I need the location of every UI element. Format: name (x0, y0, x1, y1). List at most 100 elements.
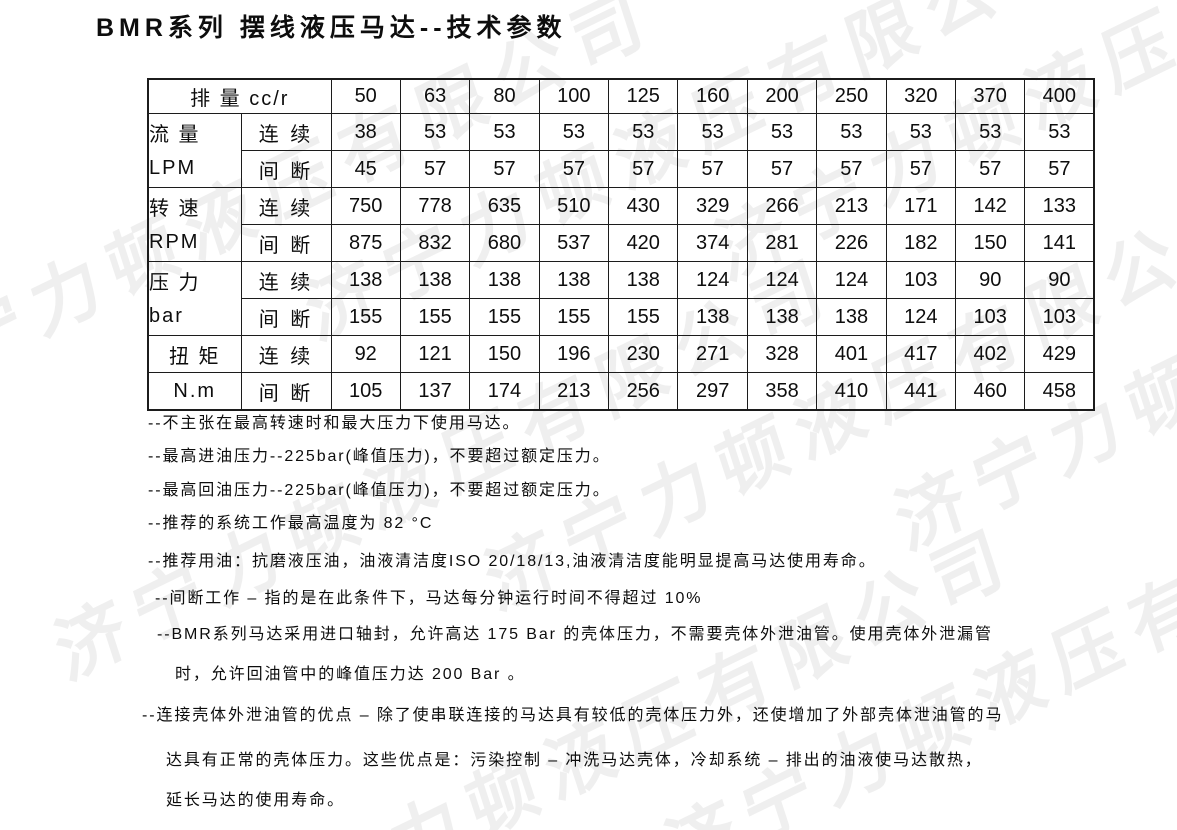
data-cell: 155 (399, 298, 471, 336)
data-cell: 138 (608, 261, 679, 299)
data-cell: 213 (816, 187, 887, 225)
data-cell: 196 (538, 335, 610, 373)
data-cell: 374 (677, 224, 748, 262)
data-cell: 53 (955, 113, 1026, 151)
data-cell: 875 (330, 224, 401, 262)
note-line: 达具有正常的壳体压力。这些优点是：污染控制 – 冲洗马达壳体，冷却系统 – 排出… (166, 752, 983, 769)
data-cell: 155 (538, 298, 610, 336)
data-cell: 103 (885, 261, 957, 299)
data-cell: 271 (677, 335, 748, 373)
header-displacement-value: 200 (746, 78, 818, 114)
data-cell: 38 (330, 113, 401, 151)
data-cell: 458 (1024, 372, 1095, 411)
data-cell: 171 (885, 187, 957, 225)
header-displacement-value: 80 (469, 78, 540, 114)
data-cell: 138 (677, 298, 748, 336)
table-row: 转 速 RPM 连 续 750 778 635 510 430 329 266 213 171 142 1… (147, 187, 1095, 262)
data-cell: 635 (469, 187, 540, 225)
row-group-name: 扭 矩 (147, 335, 242, 373)
data-cell: 138 (538, 261, 610, 299)
data-cell: 57 (1024, 150, 1095, 188)
note-line: 延长马达的使用寿命。 (166, 792, 346, 809)
data-cell: 266 (746, 187, 818, 225)
page-title: BMR系列 摆线液压马达--技术参数 (96, 14, 567, 42)
row-mode-continuous: 连 续 (240, 261, 332, 299)
data-cell: 138 (746, 298, 818, 336)
data-cell: 256 (608, 372, 679, 411)
note-line: 时，允许回油管中的峰值压力达 200 Bar 。 (175, 666, 526, 683)
data-cell: 124 (816, 261, 887, 299)
table-row: 压 力 bar 连 续 138 138 138 138 138 124 124 124 103 90 90 (147, 261, 1095, 336)
data-cell: 57 (608, 150, 679, 188)
data-cell: 133 (1024, 187, 1095, 225)
data-cell: 53 (538, 113, 610, 151)
data-cell: 45 (330, 150, 401, 188)
row-mode-intermittent: 间 断 (240, 150, 332, 188)
data-cell: 57 (816, 150, 887, 188)
data-cell: 124 (746, 261, 818, 299)
row-group-unit: N.m (147, 372, 242, 411)
header-displacement-value: 370 (955, 78, 1026, 114)
data-cell: 105 (330, 372, 401, 411)
table-row: 流 量 LPM 连 续 38 53 53 53 53 53 53 53 53 53 53 (147, 113, 1095, 188)
data-cell: 121 (399, 335, 471, 373)
data-cell: 90 (1024, 261, 1095, 299)
header-displacement-value: 320 (885, 78, 957, 114)
data-cell: 138 (469, 261, 540, 299)
row-mode-intermittent: 间 断 (240, 298, 332, 336)
data-cell: 441 (885, 372, 957, 411)
row-mode-intermittent: 间 断 (240, 224, 332, 262)
data-cell: 832 (399, 224, 471, 262)
data-cell: 510 (538, 187, 610, 225)
data-cell: 142 (955, 187, 1026, 225)
data-cell: 57 (469, 150, 540, 188)
data-cell: 137 (399, 372, 471, 411)
data-cell: 297 (677, 372, 748, 411)
table-row: N.m 间 断 105 137 174 213 256 297 358 410 441 460 458 (147, 372, 1095, 411)
header-displacement-value: 400 (1024, 78, 1095, 114)
row-group-label: 流 量 LPM (147, 113, 242, 188)
note-line: --最高回油压力--225bar(峰值压力)，不要超过额定压力。 (148, 482, 611, 499)
table-row: 间 断 45 57 57 57 57 57 57 57 57 57 57 (148, 150, 1095, 188)
data-cell: 57 (955, 150, 1026, 188)
data-cell: 460 (955, 372, 1026, 411)
data-cell: 53 (469, 113, 540, 151)
data-cell: 90 (955, 261, 1026, 299)
data-cell: 57 (399, 150, 471, 188)
data-cell: 124 (677, 261, 748, 299)
data-cell: 124 (885, 298, 957, 336)
data-cell: 150 (955, 224, 1026, 262)
row-mode-intermittent: 间 断 (240, 372, 332, 411)
data-cell: 53 (608, 113, 679, 151)
data-cell: 53 (677, 113, 748, 151)
data-cell: 138 (330, 261, 401, 299)
data-cell: 680 (469, 224, 540, 262)
data-cell: 429 (1024, 335, 1095, 373)
notes-section: --不主张在最高转速时和最大压力下使用马达。 --最高进油压力--225bar(… (140, 414, 1003, 811)
data-cell: 778 (399, 187, 471, 225)
header-displacement-value: 50 (330, 78, 401, 114)
data-cell: 141 (1024, 224, 1095, 262)
table-row: 间 断 155 155 155 155 155 138 138 138 124 103 103 (148, 298, 1095, 336)
data-cell: 53 (816, 113, 887, 151)
note-line: --不主张在最高转速时和最大压力下使用马达。 (148, 415, 521, 432)
data-cell: 138 (816, 298, 887, 336)
data-cell: 537 (538, 224, 610, 262)
header-displacement-label: 排 量 cc/r (147, 78, 332, 114)
data-cell: 328 (746, 335, 818, 373)
data-cell: 53 (885, 113, 957, 151)
data-cell: 750 (330, 187, 401, 225)
table-header-row: 排 量 cc/r 50 63 80 100 125 160 200 250 320 370 400 (147, 78, 1095, 114)
note-line: --推荐的系统工作最高温度为 82 °C (148, 515, 434, 532)
data-cell: 103 (955, 298, 1026, 336)
data-cell: 57 (885, 150, 957, 188)
note-line: --连接壳体外泄油管的优点 – 除了使串联连接的马达具有较低的壳体压力外，还使增… (142, 707, 1004, 724)
row-mode-continuous: 连 续 (240, 187, 332, 225)
table-row: 间 断 875 832 680 537 420 374 281 226 182 150 141 (148, 224, 1095, 262)
data-cell: 358 (746, 372, 818, 411)
data-cell: 53 (1024, 113, 1095, 151)
data-cell: 53 (746, 113, 818, 151)
data-cell: 155 (469, 298, 540, 336)
header-displacement-value: 100 (538, 78, 610, 114)
row-group-label: 转 速 RPM (147, 187, 242, 262)
